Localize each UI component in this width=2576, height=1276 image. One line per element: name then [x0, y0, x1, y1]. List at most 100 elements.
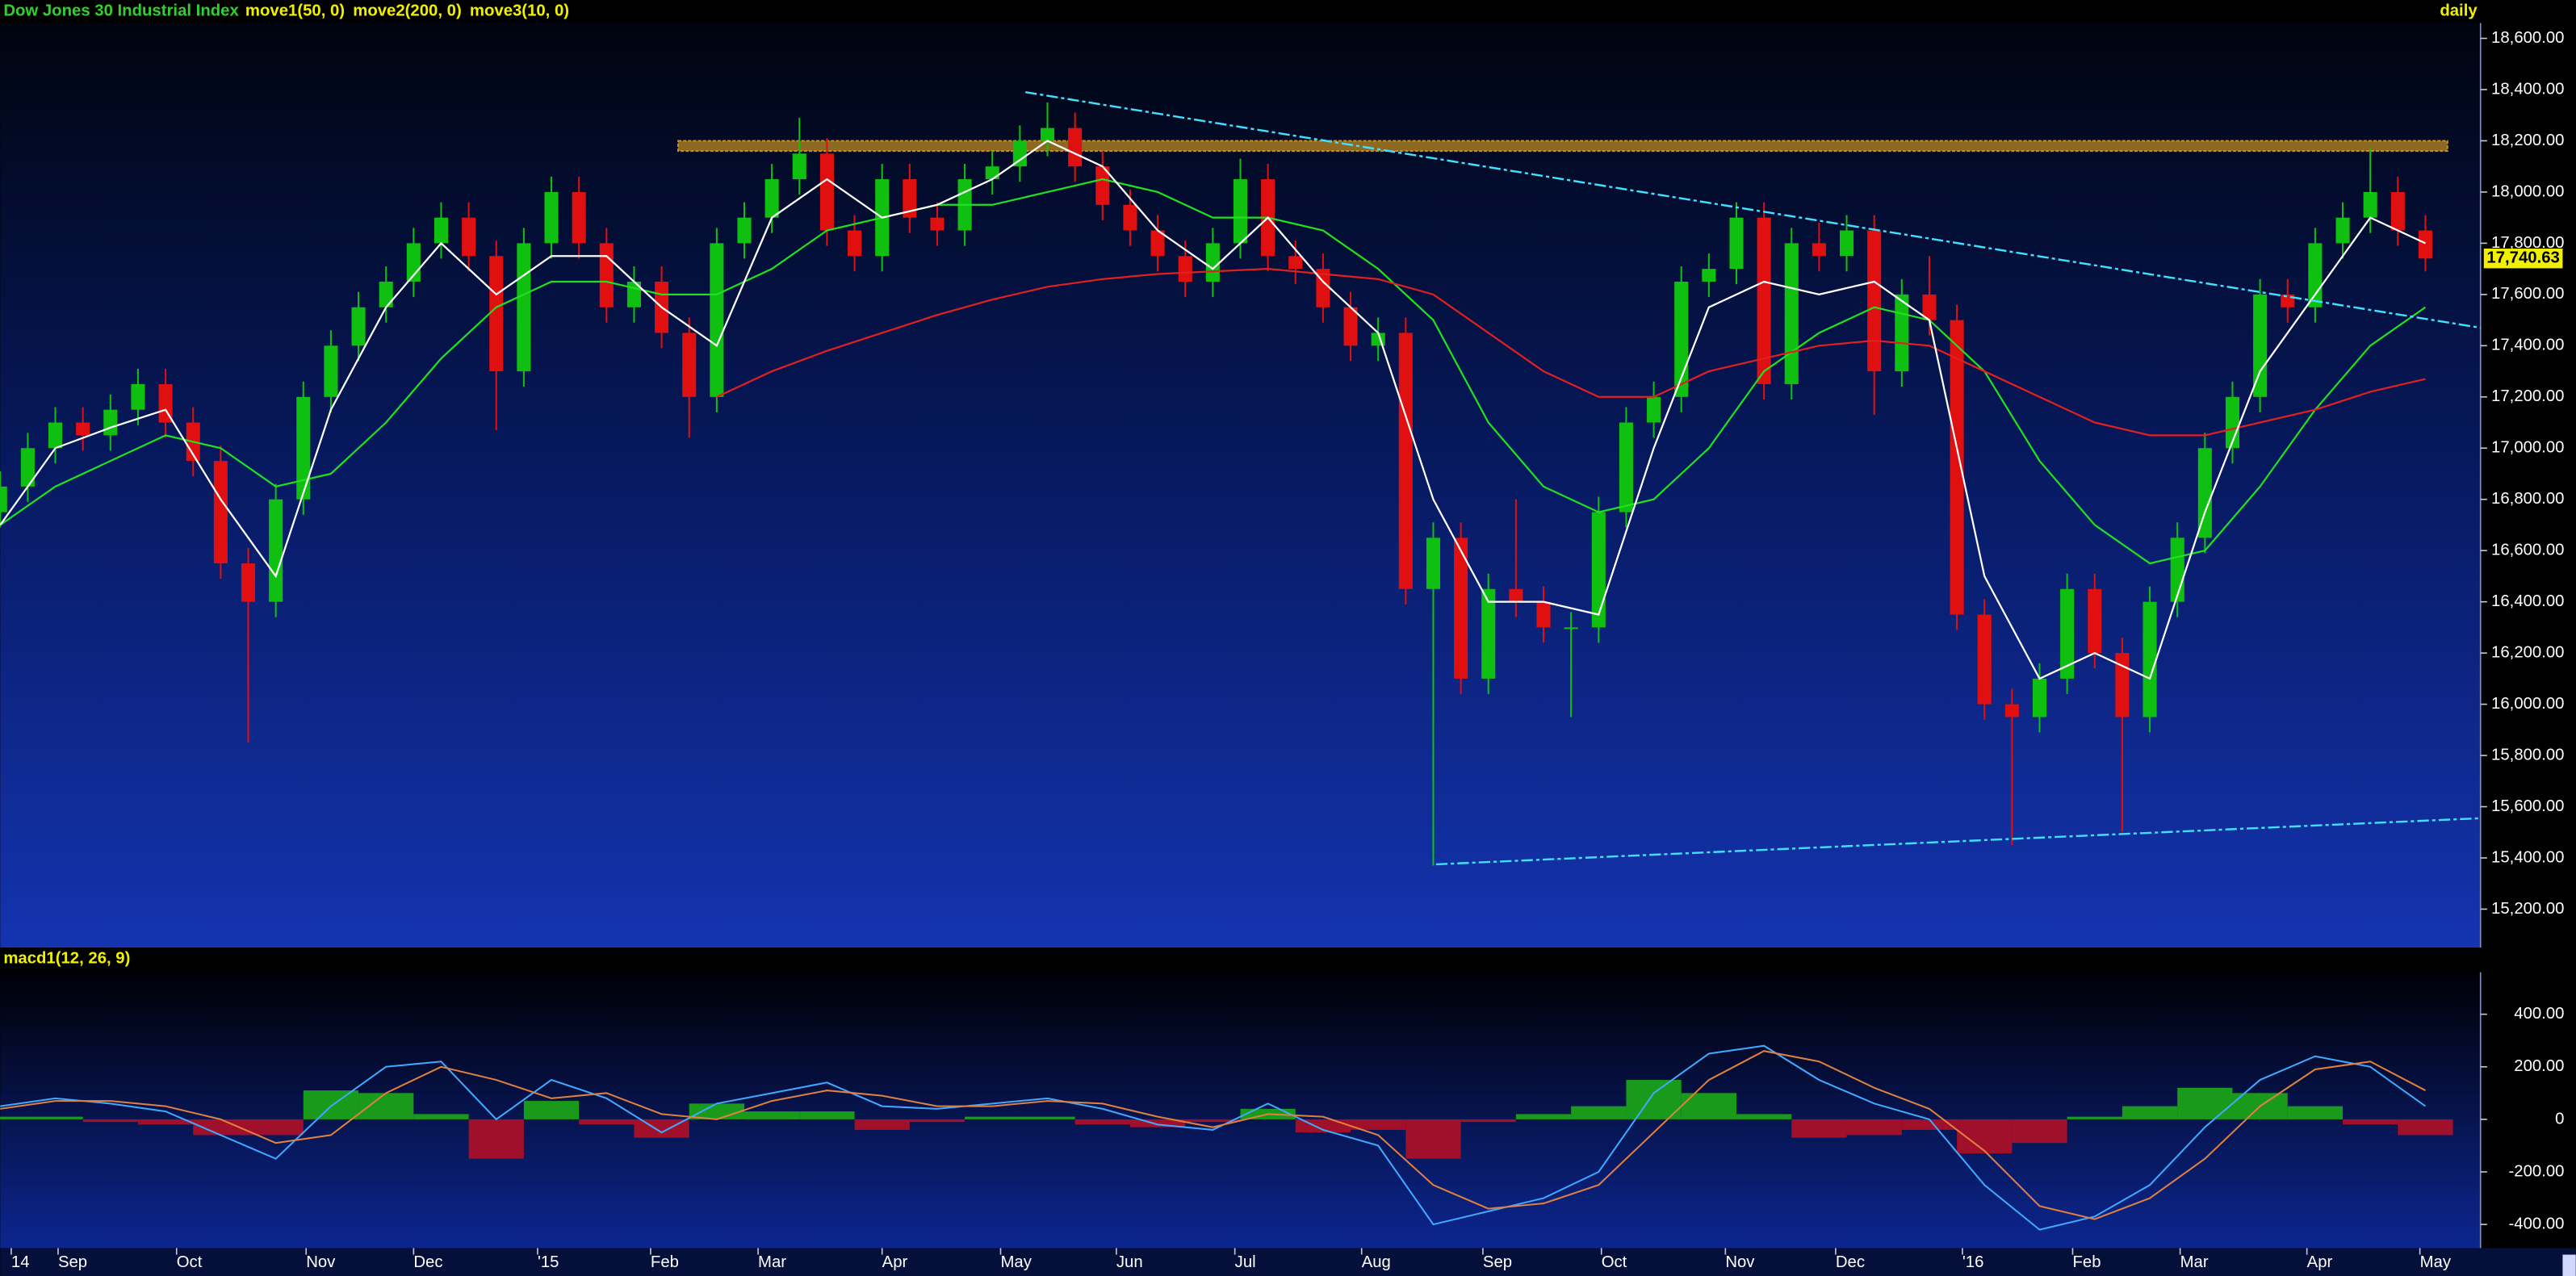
candle-body: [2308, 243, 2323, 307]
candle-body: [20, 448, 35, 487]
y-tick-label: 18,400.00: [2491, 80, 2564, 98]
histogram-bar: [1626, 1080, 1682, 1119]
candle-body: [1481, 588, 1496, 679]
candle-body: [2335, 217, 2350, 244]
y-tick-label: 400.00: [2514, 1005, 2564, 1023]
y-tick-label: 17,600.00: [2491, 285, 2564, 303]
y-tick-label: -200.00: [2509, 1162, 2565, 1180]
x-tick-label: Nov: [306, 1253, 336, 1271]
x-tick-label: Oct: [177, 1253, 203, 1271]
candle-body: [1068, 128, 1083, 167]
x-tick-label: Jun: [1116, 1253, 1143, 1271]
histogram-bar: [1846, 1119, 1902, 1136]
candle-body: [1591, 512, 1606, 628]
candle-body: [737, 217, 752, 244]
candle-body: [1757, 217, 1771, 384]
histogram-bar: [2398, 1119, 2453, 1136]
histogram-bar: [1736, 1114, 1792, 1119]
legend-entry: move3(10, 0): [470, 2, 569, 20]
histogram-bar: [2177, 1087, 2233, 1119]
candle-body: [76, 422, 90, 436]
candle-body: [462, 217, 476, 257]
y-tick-label: -400.00: [2509, 1215, 2565, 1232]
histogram-bar: [1405, 1119, 1461, 1159]
histogram-bar: [1351, 1119, 1406, 1130]
y-tick-label: 200.00: [2514, 1057, 2564, 1075]
x-tick-label: Apr: [2307, 1253, 2333, 1271]
histogram-bar: [1901, 1119, 1958, 1130]
moving-average-line: [0, 140, 2426, 680]
last-price-label: 17,740.63: [2486, 249, 2559, 267]
candle-body: [1398, 333, 1413, 589]
candle-body: [1647, 396, 1661, 423]
candle-body: [792, 153, 806, 180]
macd-title: macd1(12, 26, 9): [3, 950, 130, 968]
y-tick-label: 17,800.00: [2491, 234, 2564, 252]
candle-body: [2253, 294, 2268, 397]
candle-body: [1812, 243, 1826, 257]
candle-body: [324, 345, 338, 397]
x-tick-label: Oct: [1602, 1253, 1627, 1271]
candle-body: [351, 307, 366, 346]
candle-body: [682, 333, 697, 397]
histogram-bar: [1129, 1119, 1186, 1127]
histogram-bar: [1460, 1119, 1516, 1123]
x-tick-label: '16: [1962, 1253, 1984, 1271]
candle-body: [1564, 627, 1578, 630]
candle-body: [1619, 422, 1633, 512]
histogram-bar: [2122, 1106, 2178, 1119]
histogram-bar: [2012, 1119, 2067, 1144]
candle-body: [2032, 678, 2047, 717]
candle-body: [848, 230, 862, 257]
candle-body: [2390, 191, 2405, 231]
candle-body: [2418, 230, 2432, 259]
y-tick-label: 17,400.00: [2491, 337, 2564, 354]
candle-body: [1150, 230, 1165, 257]
x-tick-label: Feb: [2072, 1253, 2101, 1271]
candle-body: [1950, 320, 1964, 615]
x-tick-label: Mar: [758, 1253, 786, 1271]
x-tick-label: Dec: [1836, 1253, 1865, 1271]
y-tick-label: 16,200.00: [2491, 643, 2564, 661]
histogram-bar: [1791, 1119, 1847, 1138]
x-tick-label: Mar: [2180, 1253, 2209, 1271]
candle-body: [1178, 256, 1192, 282]
y-tick-label: 16,000.00: [2491, 695, 2564, 713]
x-tick-label: Aug: [1362, 1253, 1391, 1271]
candle-body: [269, 499, 283, 602]
candle-body: [1205, 243, 1220, 282]
candle-body: [489, 256, 504, 372]
macd-line: [0, 1044, 2427, 1231]
candle-body: [1867, 230, 1882, 372]
histogram-bar: [2343, 1119, 2398, 1125]
scroll-button[interactable]: [2562, 1254, 2576, 1276]
histogram-bar: [1681, 1093, 1736, 1119]
y-tick-label: 15,400.00: [2491, 848, 2564, 866]
candle-body: [1922, 294, 1937, 320]
x-tick-label: Dec: [413, 1253, 442, 1271]
y-tick-label: 15,800.00: [2491, 746, 2564, 764]
x-tick-label: Jul: [1235, 1253, 1256, 1271]
chart-title: Dow Jones 30 Industrial Index: [3, 2, 239, 20]
candle-body: [1895, 294, 1909, 372]
candle-body: [1784, 243, 1799, 384]
candle-body: [1702, 269, 1716, 282]
candle-body: [2060, 588, 2075, 679]
y-tick-label: 18,200.00: [2491, 132, 2564, 149]
candle-body: [764, 179, 779, 218]
y-tick-label: 16,800.00: [2491, 490, 2564, 508]
x-tick-label: Nov: [1725, 1253, 1755, 1271]
histogram-bar: [303, 1090, 359, 1119]
candle-body: [1536, 601, 1551, 628]
candle-body: [2088, 588, 2102, 654]
candle-body: [599, 243, 614, 307]
histogram-bar: [523, 1101, 580, 1119]
legend-entry: move2(200, 0): [353, 2, 461, 20]
period-label: daily: [2440, 2, 2478, 20]
candle-body: [103, 409, 118, 436]
candle-body: [158, 383, 173, 423]
candle-body: [213, 461, 228, 564]
y-tick-label: 16,600.00: [2491, 542, 2564, 559]
